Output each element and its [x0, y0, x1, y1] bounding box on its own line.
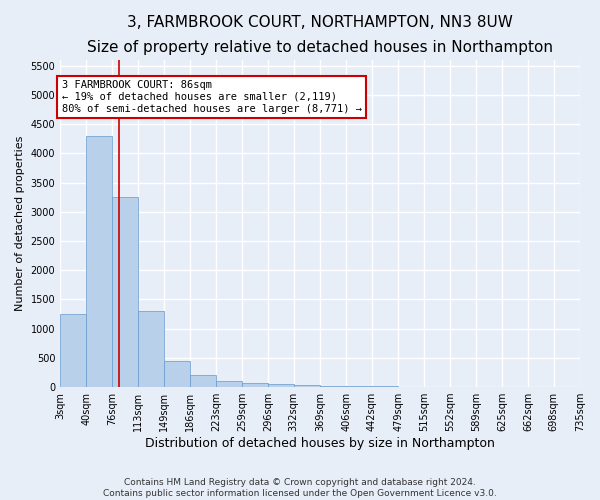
Bar [112, 197, 138, 387]
Title: 3, FARMBROOK COURT, NORTHAMPTON, NN3 8UW
Size of property relative to detached h: 3, FARMBROOK COURT, NORTHAMPTON, NN3 8UW… [87, 15, 553, 54]
Y-axis label: Number of detached properties: Number of detached properties [15, 136, 25, 311]
Bar [346, 386, 372, 387]
Text: 3 FARMBROOK COURT: 86sqm
← 19% of detached houses are smaller (2,119)
80% of sem: 3 FARMBROOK COURT: 86sqm ← 19% of detach… [62, 80, 362, 114]
Bar [294, 386, 320, 387]
Bar [372, 386, 398, 387]
Bar [60, 314, 86, 387]
Bar [268, 384, 294, 387]
Bar [217, 381, 242, 387]
Bar [320, 386, 346, 387]
Text: Contains HM Land Registry data © Crown copyright and database right 2024.
Contai: Contains HM Land Registry data © Crown c… [103, 478, 497, 498]
Bar [138, 311, 164, 387]
Bar [164, 361, 190, 387]
Bar [86, 136, 112, 387]
X-axis label: Distribution of detached houses by size in Northampton: Distribution of detached houses by size … [145, 437, 495, 450]
Bar [242, 383, 268, 387]
Bar [190, 376, 217, 387]
